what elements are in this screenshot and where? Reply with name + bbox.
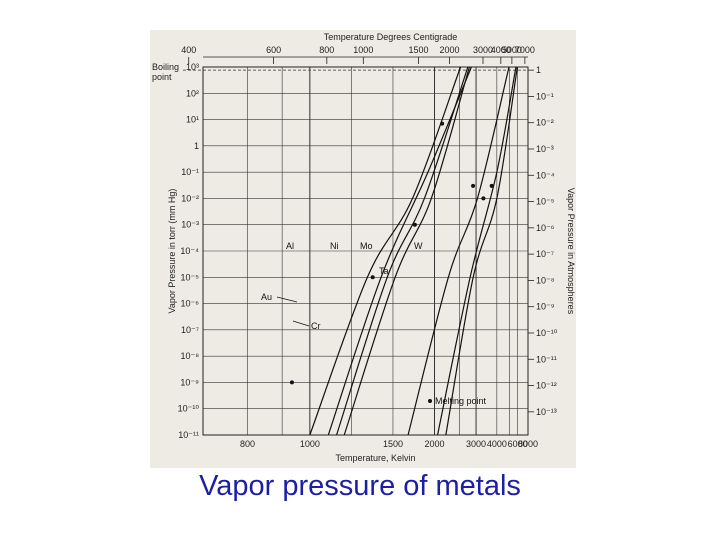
y-tick-label: 10⁻⁴ (180, 246, 199, 256)
top-tick-label: 1000 (353, 45, 373, 55)
x-axis-title: Temperature, Kelvin (335, 453, 415, 463)
top-tick-label: 7000 (515, 45, 535, 55)
series-line-al (309, 67, 462, 435)
y-tick-label: 1 (194, 141, 199, 151)
top-tick-label: 800 (319, 45, 334, 55)
y-tick-label: 10⁻¹¹ (178, 430, 199, 440)
boiling-point-label: Boiling (152, 62, 179, 72)
x-tick-label: 4000 (487, 439, 507, 449)
legend-marker (428, 399, 432, 403)
curve-label-cr: Cr (311, 321, 321, 331)
top-tick-label: 1500 (409, 45, 429, 55)
y-tick-label: 10⁻¹⁰ (178, 404, 200, 414)
x-tick-label: 6000 (508, 439, 528, 449)
top-tick-label: 3000 (473, 45, 493, 55)
melting-point-al (289, 380, 294, 385)
top-tick-label: 5000 (502, 45, 522, 55)
right-tick-label: 10⁻¹² (536, 381, 557, 391)
y-tick-label: 10⁻² (181, 193, 199, 203)
right-tick-label: 10⁻¹ (536, 91, 554, 101)
right-tick-label: 10⁻⁴ (536, 170, 555, 180)
series-line-w (445, 67, 519, 435)
x-tick-label: 800 (240, 439, 255, 449)
right-tick-label: 10⁻² (536, 118, 554, 128)
x-tick-label: 3000 (466, 439, 486, 449)
y-tick-label: 10⁻⁸ (180, 351, 199, 361)
x-tick-label: 1000 (300, 439, 320, 449)
y-tick-label: 10⁻¹ (181, 167, 199, 177)
curve-label-mo: Mo (360, 241, 373, 251)
curve-label-ta: Ta (379, 266, 389, 276)
y-tick-label: 10³ (186, 62, 199, 72)
y-tick-label: 10⁻³ (181, 220, 199, 230)
legend-label: Melting point (435, 396, 487, 406)
top-tick-label: 4000 (491, 45, 511, 55)
curve-label-w: W (414, 241, 423, 251)
curve-label-au: Au (261, 292, 272, 302)
curve-label-ni: Ni (330, 241, 339, 251)
series-line-au (327, 67, 473, 435)
au-leader-line (276, 296, 298, 303)
right-tick-label: 10⁻³ (536, 144, 554, 154)
melting-point-cr (440, 121, 445, 126)
right-tick-label: 10⁻⁸ (536, 275, 555, 285)
y-tick-label: 10² (186, 88, 199, 98)
series-line-ta (436, 67, 517, 435)
right-tick-label: 10⁻⁶ (536, 223, 555, 233)
right-tick-label: 10⁻¹¹ (536, 354, 557, 364)
x-tick-label: 8000 (518, 439, 538, 449)
right-axis-title: Vapor Pressure in Atmospheres (566, 188, 576, 315)
boiling-point-label: point (152, 72, 172, 82)
x-tick-label: 2000 (424, 439, 444, 449)
slide-caption: Vapor pressure of metals (199, 470, 521, 502)
melting-point-ni (412, 222, 417, 227)
right-tick-label: 10⁻⁵ (536, 197, 555, 207)
y-tick-label: 10⁻⁷ (181, 325, 199, 335)
y-axis-title: Vapor Pressure in torr (mm Hg) (167, 189, 177, 314)
top-tick-label: 600 (266, 45, 281, 55)
y-tick-label: 10¹ (186, 115, 199, 125)
x-tick-label: 1500 (383, 439, 403, 449)
top-axis-title: Temperature Degrees Centigrade (324, 32, 458, 42)
right-tick-label: 1 (536, 65, 541, 75)
right-tick-label: 10⁻¹³ (536, 407, 557, 417)
y-tick-label: 10⁻⁶ (181, 299, 200, 309)
right-tick-label: 10⁻⁷ (536, 249, 554, 259)
melting-point-mo (471, 183, 476, 188)
cr-leader-line (292, 320, 310, 327)
series-line-mo (407, 67, 510, 435)
plot-frame (202, 66, 529, 436)
melting-point-w (489, 183, 494, 188)
melting-point-ta (481, 196, 486, 201)
top-tick-label: 400 (181, 45, 196, 55)
right-tick-label: 10⁻⁹ (536, 302, 555, 312)
right-tick-label: 10⁻¹⁰ (536, 328, 558, 338)
curve-label-al: Al (286, 241, 294, 251)
series-line-ni (343, 67, 471, 435)
y-tick-label: 10⁻⁵ (181, 272, 200, 282)
vapor-pressure-chart: 800 1000 1500 2000 3000 4000 6000 8000 Temperatu… (150, 30, 576, 468)
y-tick-label: 10⁻⁹ (180, 377, 199, 387)
chart-canvas: 800 1000 1500 2000 3000 4000 60008000Temperatu… (152, 32, 576, 463)
top-tick-label: 2000 (439, 45, 459, 55)
melting-point-au (370, 275, 375, 280)
series-line-cr (335, 67, 469, 435)
